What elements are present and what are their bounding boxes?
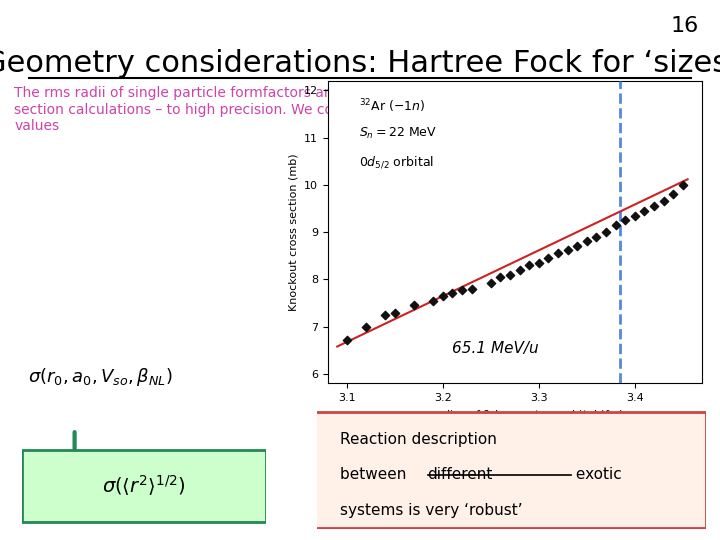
- Text: systems is very ‘robust’: systems is very ‘robust’: [340, 503, 523, 518]
- Text: 16: 16: [670, 16, 698, 36]
- Text: 65.1 MeV/u: 65.1 MeV/u: [452, 341, 539, 356]
- Point: [648, 202, 660, 211]
- Point: [552, 249, 564, 258]
- Point: [523, 261, 535, 269]
- Point: [446, 288, 458, 297]
- Text: $^{32}$Ar $(-1n)$: $^{32}$Ar $(-1n)$: [359, 98, 426, 115]
- Point: [567, 472, 576, 478]
- Point: [423, 472, 432, 478]
- Point: [466, 285, 477, 293]
- Point: [600, 228, 612, 237]
- Point: [485, 279, 497, 287]
- Point: [543, 254, 554, 262]
- Y-axis label: Knockout cross section (mb): Knockout cross section (mb): [288, 153, 298, 311]
- FancyBboxPatch shape: [313, 411, 706, 528]
- Point: [629, 211, 641, 220]
- Point: [581, 237, 593, 245]
- FancyBboxPatch shape: [22, 450, 266, 522]
- Point: [437, 292, 449, 300]
- Point: [667, 190, 679, 199]
- Point: [456, 286, 468, 294]
- Text: Reaction description: Reaction description: [340, 432, 497, 447]
- Point: [360, 322, 372, 331]
- Point: [379, 310, 391, 319]
- Point: [610, 221, 621, 230]
- Point: [495, 273, 506, 281]
- Text: $\sigma(\langle r^2 \rangle^{1/2})$: $\sigma(\langle r^2 \rangle^{1/2})$: [102, 474, 186, 498]
- Point: [533, 259, 544, 267]
- Point: [639, 207, 650, 215]
- Text: Geometry considerations: Hartree Fock for ‘sizes’: Geometry considerations: Hartree Fock fo…: [0, 49, 720, 78]
- Point: [572, 242, 583, 251]
- Point: [658, 197, 670, 206]
- Text: different: different: [428, 468, 493, 482]
- Point: [514, 266, 526, 274]
- Point: [590, 233, 602, 241]
- Point: [389, 308, 400, 317]
- Point: [341, 335, 353, 345]
- Text: exotic: exotic: [572, 468, 622, 482]
- Point: [504, 271, 516, 279]
- Text: $\sigma(r_0, a_0, V_{so}, \beta_{NL})$: $\sigma(r_0, a_0, V_{so}, \beta_{NL})$: [28, 366, 173, 388]
- Text: $0d_{5/2}$ orbital: $0d_{5/2}$ orbital: [359, 154, 434, 170]
- Text: between: between: [340, 468, 411, 482]
- Point: [619, 216, 631, 225]
- Point: [562, 246, 573, 254]
- Text: $S_n = 22$ MeV: $S_n = 22$ MeV: [359, 126, 437, 141]
- Text: The rms radii of single particle formfactors are the sole requirement for determ: The rms radii of single particle formfac…: [14, 86, 690, 133]
- X-axis label: rms radius of 0d$_{5/2}$ neutron orbital (fm): rms radius of 0d$_{5/2}$ neutron orbital…: [405, 409, 624, 423]
- Point: [408, 301, 420, 310]
- Point: [428, 296, 439, 305]
- Point: [677, 180, 688, 189]
